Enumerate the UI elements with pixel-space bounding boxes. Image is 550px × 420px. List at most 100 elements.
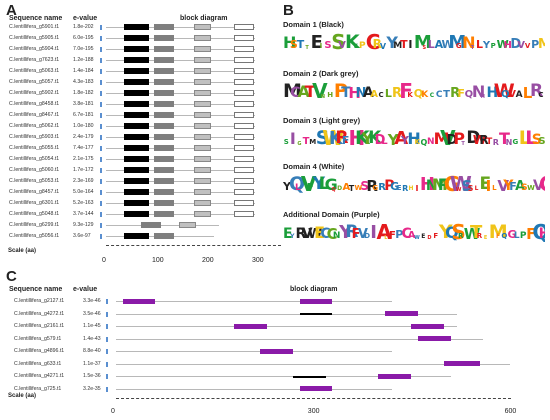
domain-3-block — [193, 211, 211, 217]
domain-1-block — [123, 112, 149, 118]
sequence-evalue: 2.1e-175 — [73, 156, 94, 162]
sequence-evalue: 2.3e-169 — [73, 178, 94, 184]
row-marker-icon — [106, 349, 108, 354]
panel-c-tick-label: 600 — [504, 408, 517, 415]
panel-c-row: C.lentillifera_g2127.t1 3.3e-46 — [14, 295, 534, 308]
sequence-evalue: 1.4e-43 — [83, 335, 101, 342]
sequence-evalue: 8.8e-40 — [83, 348, 101, 354]
domain-1-block — [123, 189, 149, 195]
panel-c-scale-label: Scale (aa) — [8, 393, 37, 399]
sequence-name: C.lentillifera_g5057.t1 — [9, 79, 60, 85]
sequence-line — [106, 192, 255, 193]
domain-3-block — [193, 90, 211, 96]
panel-a-row: C.lentillifera_g5053.t1 2.3e-169 — [0, 176, 280, 187]
sequence-evalue: 3.2e-35 — [83, 385, 101, 392]
domain-2-logo: MCATVN HPTHNAACLRFKQK C CTRFQNH HWQVALRC — [283, 80, 544, 102]
sequence-evalue: 9.3e-129 — [73, 222, 94, 228]
sequence-line — [106, 214, 255, 215]
sequence-evalue: 6.7e-181 — [73, 112, 94, 118]
sequence-name: C.lentillifera_g2127.t1 — [14, 298, 65, 304]
panel-c-tick-label: 0 — [111, 408, 115, 415]
row-marker-icon — [100, 146, 102, 151]
sequence-evalue: 1.1e-37 — [83, 360, 101, 367]
purple-domain-block — [378, 373, 412, 379]
purple-domain-block — [299, 386, 333, 391]
panel-c-row: C.lentillifera_g2161.t1 1.1e-45 — [14, 320, 534, 333]
panel-a-tick-label: 300 — [252, 257, 264, 264]
domain-1-block — [123, 145, 149, 151]
panel-a-row: C.lentillifera_g5062.t1 1.0e-180 — [0, 121, 280, 132]
sequence-name: C.lentillifera_g2161.t1 — [14, 323, 65, 329]
domain-1-block — [123, 46, 149, 52]
domain-1-block — [123, 79, 149, 85]
sequence-evalue: 1.4e-184 — [73, 68, 94, 74]
sequence-name: C.lentillifera_g5056.t1 — [9, 233, 60, 239]
domain-3-block — [193, 46, 211, 52]
row-marker-icon — [100, 69, 102, 74]
sequence-name: C.lentillifera_g4271.t1 — [14, 373, 65, 379]
row-marker-icon — [106, 374, 108, 379]
purple-domain-block — [122, 298, 156, 304]
domain-3-block — [178, 222, 196, 228]
domain-4-block — [233, 200, 254, 206]
domain-3-block — [193, 24, 211, 30]
domain-3-block — [193, 79, 211, 85]
sequence-name: C.lentillifera_g633.t1 — [14, 360, 62, 367]
sequence-name: C.lentillifera_g6301.t1 — [9, 200, 60, 206]
domain-4-block — [233, 156, 254, 162]
sequence-evalue: 5.2e-163 — [73, 200, 94, 206]
sequence-name: C.lentillifera_g8467.t1 — [9, 112, 60, 118]
sequence-line — [116, 326, 458, 327]
row-marker-icon — [100, 201, 102, 206]
domain-3-block — [193, 200, 211, 206]
domain-1-block — [123, 68, 149, 74]
domain-4-block — [233, 57, 254, 63]
domain-4-block — [233, 123, 254, 129]
sequence-name: C.lentillifera_g8458.t1 — [9, 101, 60, 107]
domain-2-block — [153, 156, 174, 162]
row-marker-icon — [100, 36, 102, 41]
domain-4-block — [233, 178, 254, 184]
sequence-line — [106, 159, 255, 160]
domain-4-block — [233, 24, 254, 30]
domain-4-block — [233, 167, 254, 173]
domain-1-block — [123, 167, 149, 173]
sequence-name: C.lentillifera_g5055.t1 — [9, 145, 60, 151]
domain-2-block — [153, 79, 174, 85]
panel-c-header-diagram: block diagram — [290, 286, 338, 293]
purple-domain-block — [411, 323, 444, 329]
domain-4-block — [233, 112, 254, 118]
panel-a-row: C.lentillifera_g8467.t1 6.7e-181 — [0, 110, 280, 121]
domain-3-block — [193, 145, 211, 151]
row-marker-icon — [100, 212, 102, 217]
sequence-line — [106, 104, 255, 105]
row-marker-icon — [100, 190, 102, 195]
purple-domain-block — [417, 336, 451, 341]
sequence-line — [116, 338, 484, 340]
domain-2-block — [153, 145, 174, 151]
sequence-evalue: 1.0e-180 — [73, 123, 94, 129]
domain-3-block — [193, 134, 211, 140]
panel-c-header-evalue: e-value — [73, 286, 98, 293]
sequence-name: C.lentillifera_g4896.t1 — [14, 348, 65, 354]
domain-1-block — [123, 233, 149, 239]
black-domain-block — [299, 313, 333, 315]
row-marker-icon — [100, 80, 102, 85]
domain-2-block — [153, 189, 174, 195]
sequence-evalue: 5.0e-164 — [73, 189, 94, 195]
additional-domain-logo: EYRVWECCNYRFVDIAL FPCAWE D FYQSRWTR EMFQGLPF… — [283, 221, 545, 243]
domain-4-block — [233, 101, 254, 107]
purple-domain-block — [299, 298, 333, 304]
domain-2-block — [153, 233, 174, 239]
purple-domain-block — [234, 323, 267, 329]
panel-c-tick-label: 300 — [307, 408, 320, 415]
row-marker-icon — [106, 324, 108, 329]
additional-domain-title: Additional Domain (Purple) — [283, 210, 380, 219]
row-marker-icon — [100, 91, 102, 96]
panel-a-axis-line — [106, 245, 281, 246]
panel-letter-c: C — [6, 268, 17, 285]
panel-a-header-evalue: e-value — [73, 15, 98, 22]
sequence-evalue: 3.3e-46 — [83, 298, 101, 304]
domain-2-block — [153, 57, 174, 63]
row-marker-icon — [106, 361, 108, 367]
